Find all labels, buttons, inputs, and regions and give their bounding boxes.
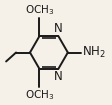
Text: N: N [54, 22, 63, 35]
Text: OCH$_3$: OCH$_3$ [25, 3, 54, 17]
Text: N: N [54, 70, 63, 83]
Text: NH$_2$: NH$_2$ [82, 45, 106, 60]
Text: OCH$_3$: OCH$_3$ [25, 88, 54, 102]
